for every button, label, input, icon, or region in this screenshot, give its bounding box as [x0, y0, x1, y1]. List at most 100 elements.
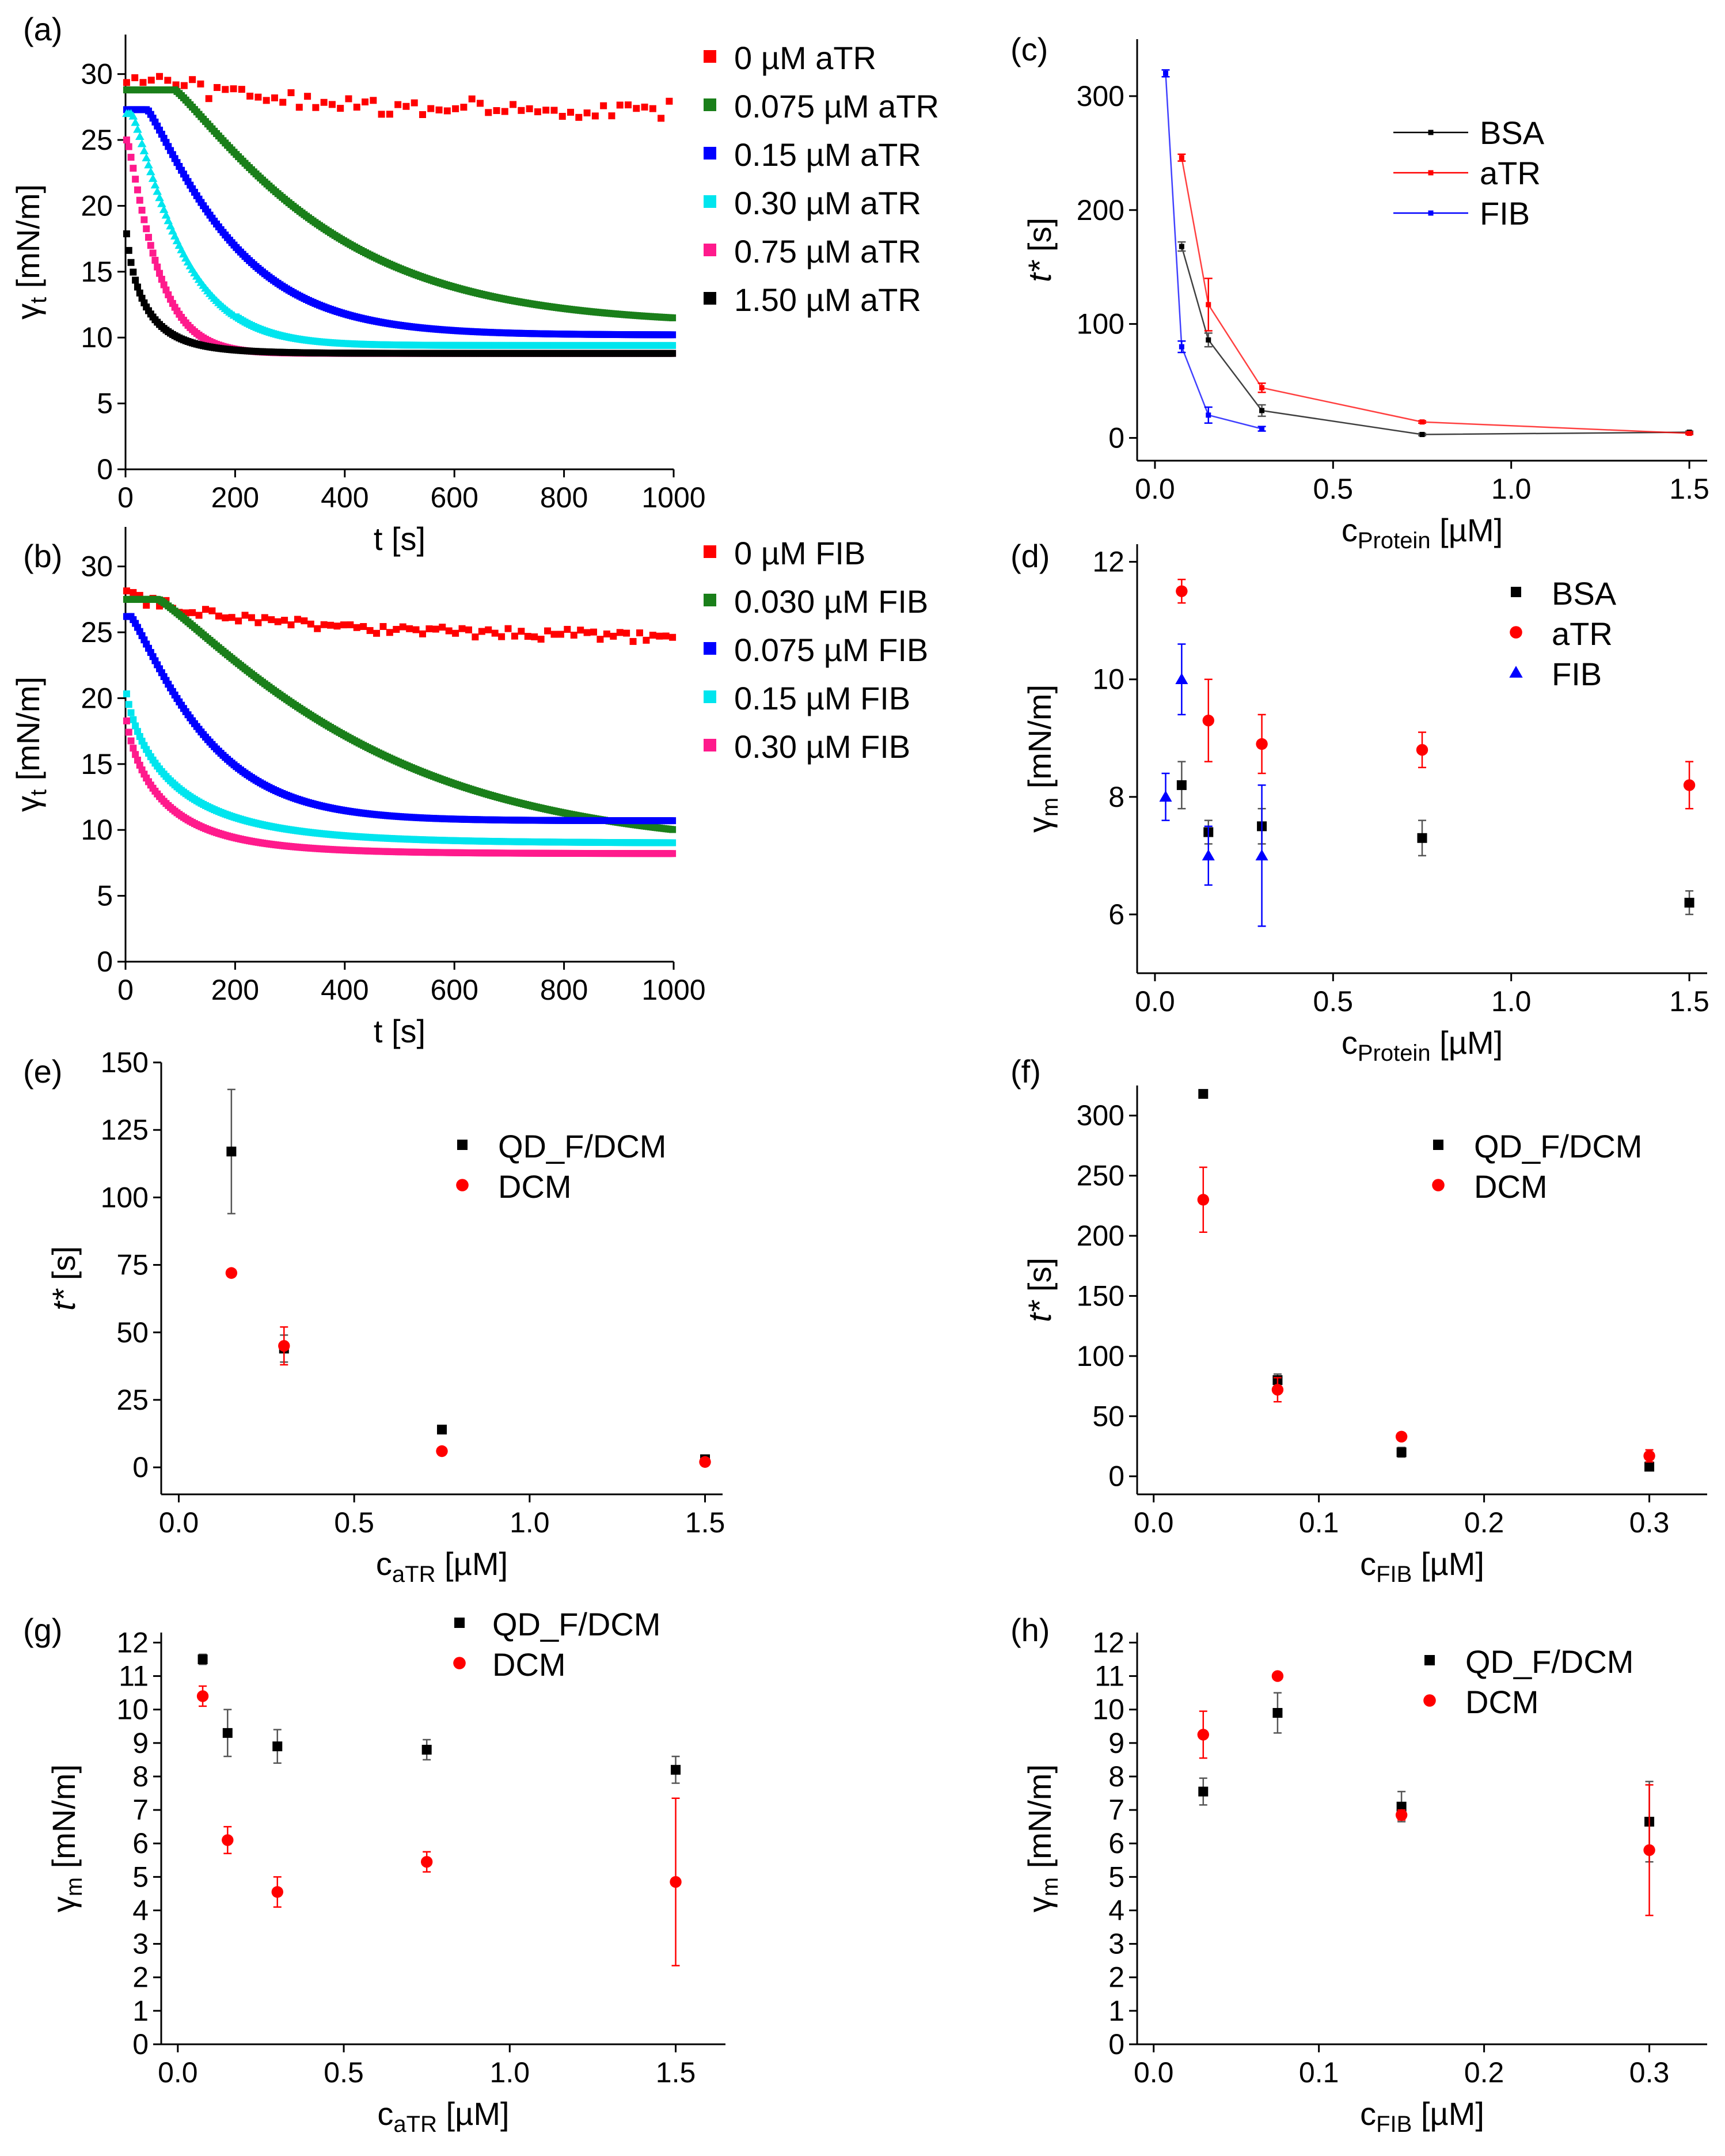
data-point [575, 113, 583, 121]
data-point [583, 109, 591, 117]
data-point [222, 86, 229, 93]
data-point [510, 101, 517, 108]
y-tick-label: 75 [116, 1249, 149, 1281]
data-point [624, 101, 632, 109]
y-tick-label: 2 [132, 1961, 149, 1994]
data-point [337, 105, 344, 112]
x-tick-label: 0.1 [1299, 2056, 1339, 2089]
data-point [590, 628, 598, 636]
series-1 [1176, 578, 1696, 810]
y-axis-title: t* [s] [1021, 1258, 1058, 1322]
data-point [228, 614, 235, 621]
y-tick-label: 100 [1077, 1340, 1124, 1372]
y-tick-label: 0 [1108, 1460, 1124, 1493]
legend-label: DCM [1465, 1684, 1539, 1720]
data-point [151, 256, 159, 264]
data-point [570, 631, 577, 639]
data-point [1259, 426, 1265, 432]
data-point [1643, 1844, 1655, 1857]
data-point [134, 186, 141, 193]
data-point [248, 614, 255, 621]
data-point [156, 270, 164, 277]
data-point [636, 629, 643, 637]
data-point [669, 839, 677, 847]
x-tick-label: 0.5 [334, 1506, 374, 1539]
y-tick-label: 1 [1108, 1995, 1124, 2027]
x-tick-label: 600 [430, 974, 478, 1006]
legend-label: 0.15 µM FIB [734, 680, 910, 716]
legend: BSA aTR FIB [1393, 115, 1545, 231]
data-point [1206, 337, 1211, 343]
data-point [379, 622, 387, 630]
legend: BSA aTR FIB [1509, 575, 1617, 692]
data-point [139, 79, 147, 86]
data-point [550, 631, 558, 638]
y-tick-label: 25 [81, 124, 113, 156]
y-tick-label: 20 [81, 682, 113, 714]
data-point [345, 95, 352, 103]
y-tick-label: 8 [1108, 1760, 1124, 1793]
data-point [476, 100, 484, 107]
data-point [411, 99, 418, 107]
data-point [1179, 155, 1184, 161]
y-tick-label: 5 [97, 880, 113, 912]
legend-label: QD_F/DCM [1474, 1128, 1642, 1164]
data-point [616, 629, 624, 636]
y-tick-label: 25 [116, 1384, 149, 1416]
data-point [314, 625, 321, 632]
legend-label: 0.30 µM aTR [734, 185, 921, 221]
panel-label: (g) [23, 1612, 62, 1648]
data-point [123, 690, 130, 697]
data-point [419, 630, 426, 637]
data-point [669, 826, 677, 833]
data-point [268, 616, 275, 624]
x-axis-title: cProtein [µM] [1342, 512, 1503, 553]
x-tick-label: 400 [321, 974, 368, 1006]
y-tick-label: 25 [81, 616, 113, 648]
x-tick-label: 0.0 [158, 2056, 198, 2089]
y-tick-label: 0 [97, 453, 113, 485]
series-1 [123, 86, 677, 321]
y-tick-label: 6 [1108, 898, 1124, 931]
data-point [412, 626, 420, 633]
data-point [196, 1690, 209, 1702]
y-tick-label: 7 [132, 1794, 149, 1826]
x-tick-label: 200 [211, 481, 259, 514]
data-point [142, 153, 151, 162]
data-point [370, 97, 377, 104]
x-tick-label: 0.5 [324, 2056, 364, 2089]
data-point [524, 633, 531, 640]
legend-marker [1433, 1140, 1443, 1150]
data-point [123, 230, 130, 238]
data-point [271, 94, 278, 101]
data-point [147, 111, 154, 118]
data-point [656, 632, 663, 640]
data-point [526, 105, 533, 112]
data-point [312, 104, 320, 111]
data-point [666, 97, 673, 105]
data-point [205, 95, 212, 103]
data-point [577, 627, 584, 634]
legend-label: 0 µM aTR [734, 40, 876, 76]
legend-marker [704, 195, 716, 208]
x-tick-label: 0.1 [1299, 1506, 1339, 1539]
data-point [287, 621, 295, 629]
data-point [304, 93, 311, 100]
y-tick-label: 3 [132, 1928, 149, 1960]
data-point [616, 101, 624, 109]
y-tick-label: 1 [132, 1995, 149, 2027]
data-point [213, 83, 221, 91]
legend-label: 1.50 µM aTR [734, 282, 921, 318]
data-point [378, 111, 385, 118]
data-point [1683, 779, 1696, 791]
legend: QD_F/DCM DCM [456, 1128, 666, 1205]
legend-marker [1423, 1694, 1436, 1707]
data-point [131, 74, 139, 81]
data-point [123, 717, 130, 724]
legend-marker [704, 594, 716, 606]
data-point [1159, 790, 1172, 802]
data-point [295, 104, 303, 111]
x-tick-label: 1.0 [1491, 473, 1532, 505]
data-point [1417, 833, 1427, 843]
